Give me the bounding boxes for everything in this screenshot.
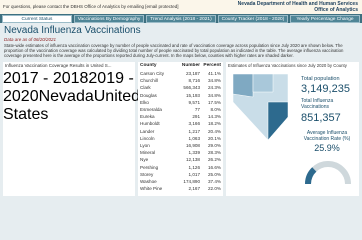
contact: For questions, please contact the DBHS O… [3, 4, 179, 9]
table-cell: 12,138 [185, 157, 200, 163]
tab[interactable]: Vaccinations By Demography [74, 15, 144, 23]
county-table: County Number Percent Carson City 23,187 41.1… [138, 62, 223, 196]
vaccinations: 851,357 [301, 112, 341, 124]
table-cell: Clark [140, 85, 151, 91]
table-cell: 22.0% [207, 186, 221, 192]
tab-bar: Current Status Vaccinations By Demography… [0, 14, 362, 23]
column-header: Percent [203, 63, 221, 68]
table-cell: 174,890 [183, 179, 200, 184]
table-cell: 16,908 [185, 143, 200, 148]
map-title: Estimates of Influenza Vaccinations sinc… [228, 63, 347, 68]
table-cell: 34.8% [207, 78, 221, 84]
page: For questions, please contact the DBHS O… [0, 0, 362, 196]
table-cell: 29.0% [207, 143, 221, 148]
population: 3,149,235 [301, 83, 350, 95]
table-cell: 17.5% [207, 99, 221, 105]
table-cell: 20.1% [207, 135, 221, 141]
vaccinations-label: Total Influenza Vaccinations [301, 98, 334, 110]
chart-plot: 2017 - 20182019 - 2020NevadaUnited State… [3, 70, 140, 124]
table-cell: 9,571 [188, 99, 201, 105]
table-cell: 26.2% [207, 157, 221, 163]
column-header: County [140, 63, 157, 68]
x-tick-label: 2019 - 2020 [3, 70, 134, 105]
table-cell: Storey [140, 171, 154, 177]
table-cell: 25.0% [207, 171, 221, 177]
chart-title: Influenza Vaccination Coverage Results i… [5, 63, 112, 68]
legend-label: United States [3, 88, 140, 123]
table-cell: 24.3% [207, 85, 221, 91]
table-cell: Humboldt [140, 121, 160, 127]
county-map [232, 73, 289, 141]
page-title: Nevada Influenza Vaccinations [4, 25, 141, 36]
map-panel: Estimates of Influenza Vaccinations sinc… [226, 62, 359, 196]
table-cell: 8,716 [188, 78, 201, 84]
table-cell: 2,167 [188, 186, 201, 192]
table-cell: 8.0% [210, 107, 221, 112]
table-cell: 20.4% [207, 128, 221, 134]
tab[interactable]: Yearly Percentage Change [290, 15, 360, 23]
table-cell: 28.3% [207, 150, 221, 156]
table-cell: 77 [194, 107, 200, 112]
table-cell: Pershing [140, 164, 159, 170]
table-cell: Churchill [140, 78, 158, 84]
table-cell: 1,126 [188, 164, 201, 170]
table-cell: 37.4% [207, 179, 221, 184]
table-cell: 1,217 [188, 128, 201, 134]
legend-label: Nevada [38, 88, 94, 105]
table-cell: Elko [140, 99, 149, 105]
tab[interactable]: Trend Analysis (2018 - 2021) [146, 15, 216, 23]
rate: 25.9% [314, 143, 340, 153]
table-cell: Carson City [140, 71, 164, 76]
map-shape [267, 101, 289, 141]
table-cell: 566,343 [183, 85, 200, 91]
rate-label: Average Influenza Vaccination Rate (%) [303, 130, 351, 142]
table-cell: 15,193 [185, 92, 200, 98]
table-cell: Eureka [140, 114, 155, 120]
table-cell: 18.2% [207, 121, 221, 127]
org-unit: Office of Analytics [314, 7, 358, 13]
table-cell: 34.8% [207, 92, 221, 98]
table-cell: 1,063 [188, 135, 201, 141]
table-cell: 1,339 [188, 150, 201, 156]
as-of: Data are as of 06/20/2021 [4, 37, 57, 42]
column-header: Number [181, 63, 200, 68]
tab[interactable]: County Tracker (2018 - 2020) [218, 15, 288, 23]
table-cell: Washoe [140, 179, 157, 184]
coverage-chart: Influenza Vaccination Coverage Results i… [3, 62, 140, 196]
table-cell: 3,166 [188, 121, 201, 127]
rate-gauge [305, 161, 351, 185]
description: State-wide estimates of influenza vaccin… [4, 43, 344, 58]
map-shape [232, 73, 254, 98]
table-cell: Lyon [140, 143, 150, 148]
table-cell: Mineral [140, 150, 156, 156]
table-cell: 1,017 [188, 171, 201, 177]
gauge-value [305, 167, 317, 185]
tab[interactable]: Current Status [2, 15, 72, 23]
table-cell: 41.1% [207, 71, 221, 76]
table-cell: Nye [140, 157, 149, 163]
map-shape [252, 73, 274, 93]
x-tick-label: 2017 - 2018 [3, 70, 89, 87]
table-cell: Esmeralda [140, 107, 162, 112]
population-label: Total population [301, 76, 340, 82]
org-name: Nevada Department of Health and Human Se… [237, 1, 358, 7]
table-cell: 291 [192, 114, 200, 120]
table-cell: 14.3% [207, 114, 221, 120]
table-cell: Lander [140, 128, 155, 134]
table-cell: 16.6% [207, 164, 221, 170]
header: For questions, please contact the DBHS O… [0, 0, 362, 14]
table-cell: White Pine [140, 186, 163, 192]
table-cell: Lincoln [140, 135, 155, 141]
table-cell: 23,187 [185, 71, 200, 76]
table-cell: Douglas [140, 92, 157, 98]
